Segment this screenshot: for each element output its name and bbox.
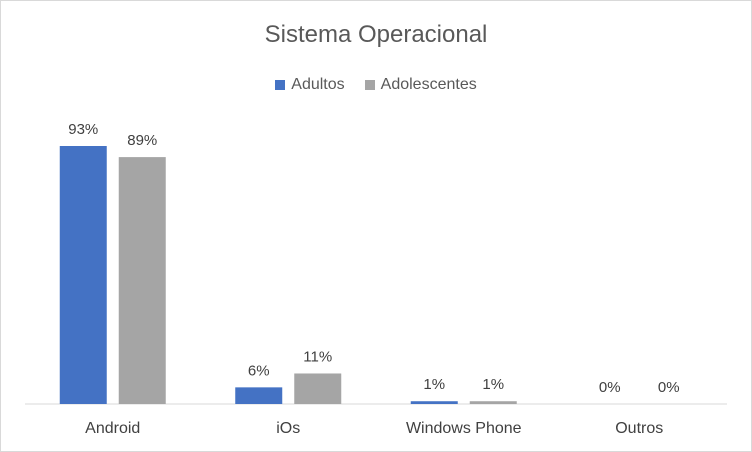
bar-adolescentes-windows-phone — [469, 401, 517, 404]
bar-adultos-windows-phone — [410, 401, 458, 404]
legend: Adultos Adolescentes — [1, 76, 751, 94]
data-label-adolescentes-android: 89% — [127, 132, 157, 149]
x-tick-label-ios: iOs — [276, 420, 300, 437]
bar-adultos-android — [59, 146, 107, 404]
data-label-adultos-outros: 0% — [599, 379, 621, 396]
bar-adolescentes-android — [118, 157, 166, 404]
legend-swatch-adolescentes — [364, 80, 375, 90]
bar-adolescentes-ios — [294, 373, 342, 404]
data-label-adolescentes-ios: 11% — [303, 348, 332, 365]
data-label-adultos-windows-phone: 1% — [423, 376, 445, 393]
legend-item-adultos: Adultos — [275, 76, 345, 94]
data-label-adolescentes-outros: 0% — [658, 379, 680, 396]
x-tick-label-outros: Outros — [615, 420, 663, 437]
x-tick-label-android: Android — [85, 420, 140, 437]
data-label-adultos-android: 93% — [68, 121, 98, 138]
legend-label-adultos: Adultos — [291, 76, 345, 93]
bar-adultos-ios — [235, 387, 283, 404]
legend-swatch-adultos — [275, 80, 286, 90]
chart-title: Sistema Operacional — [264, 21, 488, 48]
x-tick-label-windows-phone: Windows Phone — [406, 420, 522, 437]
data-label-adolescentes-windows-phone: 1% — [482, 376, 504, 393]
legend-label-adolescentes: Adolescentes — [380, 76, 477, 93]
legend-item-adolescentes: Adolescentes — [364, 76, 477, 94]
data-label-adultos-ios: 6% — [248, 362, 270, 379]
